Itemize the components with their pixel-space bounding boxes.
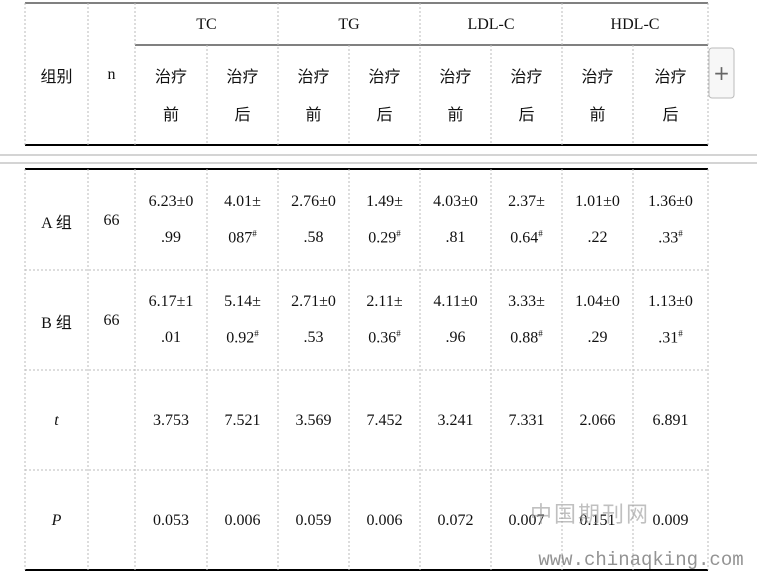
cell: 0.007: [508, 512, 545, 529]
cell-line: .96: [445, 329, 466, 346]
sub-header: 治疗: [297, 69, 330, 86]
sub-header: 治疗: [226, 69, 259, 86]
add-button[interactable]: +: [713, 61, 730, 85]
cell-line: 0.88#: [510, 328, 543, 347]
cell-line: 1.36±0: [648, 193, 693, 210]
superscript: #: [538, 228, 543, 239]
cell: 3.569: [295, 412, 332, 429]
row-label: A 组: [41, 215, 72, 232]
sub-header: 前: [447, 107, 464, 124]
cell-line: 6.17±1: [148, 293, 194, 310]
cell-line: 1.13±0: [648, 293, 693, 310]
header-label: 组别: [40, 69, 73, 86]
cell-line: 1.04±0: [575, 293, 620, 310]
cell-line: 2.37±: [508, 193, 545, 210]
group-header: HDL-C: [610, 16, 660, 33]
superscript: #: [252, 228, 257, 239]
group-header: TG: [338, 16, 360, 33]
sub-header: 后: [376, 107, 393, 124]
cell: 0.006: [224, 512, 261, 529]
cell-line: 0.64#: [510, 228, 543, 247]
cell: 7.331: [508, 412, 545, 429]
cell-line: 0.36#: [368, 328, 401, 347]
cell-line: 2.76±0: [291, 193, 336, 210]
watermark: 中国期刊网: [529, 502, 651, 527]
superscript: #: [396, 328, 401, 339]
cell: 0.151: [579, 512, 616, 529]
cell-line: .99: [161, 229, 181, 246]
cell-line: 4.01±: [224, 193, 261, 210]
header-label: n: [107, 66, 116, 83]
row-label: B 组: [41, 315, 72, 332]
cell-line: 087#: [228, 228, 257, 247]
cell-line: 2.11±: [366, 293, 403, 310]
cell-line: 6.23±0: [148, 193, 194, 210]
cell: 0.059: [295, 512, 332, 529]
group-header: LDL-C: [467, 16, 515, 33]
sub-header: 后: [518, 107, 535, 124]
superscript: #: [538, 328, 543, 339]
cell: 3.241: [437, 412, 474, 429]
cell-line: .53: [303, 329, 324, 346]
cell-line: .01: [161, 329, 181, 346]
cell: 3.753: [153, 412, 189, 429]
sub-header: 治疗: [154, 69, 188, 86]
sub-header: 前: [162, 107, 180, 124]
cell-line: 5.14±: [224, 293, 261, 310]
superscript: #: [254, 328, 259, 339]
sub-header: 治疗: [439, 69, 472, 86]
cell-line: .29: [587, 329, 608, 346]
cell: 0.072: [437, 512, 474, 529]
superscript: #: [396, 228, 401, 239]
cell: 6.891: [652, 412, 689, 429]
cell-line: .58: [303, 229, 324, 246]
cell-line: 0.92#: [226, 328, 259, 347]
cell-line: .33#: [658, 228, 683, 247]
sub-header: 治疗: [510, 69, 543, 86]
cell-line: 3.33±: [508, 293, 545, 310]
cell-line: 0.29#: [368, 228, 401, 247]
cell: 0.053: [153, 512, 189, 529]
cell-line: .81: [445, 229, 466, 246]
cell-line: 2.71±0: [291, 293, 336, 310]
sub-header: 后: [234, 107, 251, 124]
cell: 0.009: [652, 512, 689, 529]
cell: 0.006: [366, 512, 403, 529]
group-header: TC: [196, 16, 217, 33]
sub-header: 前: [589, 107, 606, 124]
cell: 7.521: [224, 412, 261, 429]
cell: 7.452: [366, 412, 403, 429]
cell: 2.066: [579, 412, 616, 429]
sub-header: 治疗: [368, 69, 401, 86]
row-label: t: [54, 412, 59, 429]
cell-line: 4.11±0: [433, 293, 478, 310]
cell-line: .22: [587, 229, 608, 246]
superscript: #: [678, 328, 683, 339]
cell-line: .31#: [658, 328, 683, 347]
sub-header: 后: [662, 107, 679, 124]
row-n: 66: [103, 312, 120, 329]
sub-header: 前: [305, 107, 322, 124]
cell-line: 4.03±0: [433, 193, 478, 210]
superscript: #: [678, 228, 683, 239]
sub-header: 治疗: [654, 69, 687, 86]
watermark: www.chinaqking.com: [538, 549, 744, 571]
row-n: 66: [103, 212, 120, 229]
cell-line: 1.01±0: [575, 193, 620, 210]
row-label: P: [51, 512, 62, 529]
sub-header: 治疗: [581, 69, 614, 86]
cell-line: 1.49±: [366, 193, 403, 210]
